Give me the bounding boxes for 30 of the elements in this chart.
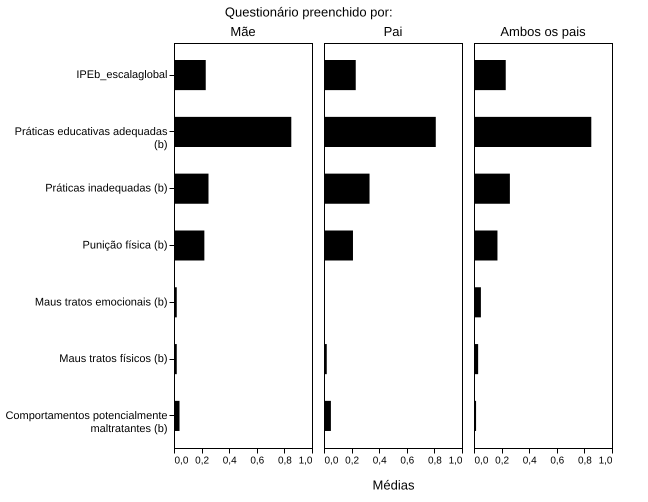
- x-tick-label: 0,2: [345, 456, 360, 466]
- x-tick-label: 1,0: [448, 456, 463, 466]
- y-tick-label: Comportamentos potencialmente maltratantes (b): [5, 410, 168, 435]
- x-tick-label: 0,6: [550, 456, 565, 466]
- y-tick-label: Maus tratos físicos (b): [59, 353, 168, 366]
- y-tick-label: Maus tratos emocionais (b): [34, 296, 168, 308]
- y-tick-label: Práticas educativas adequadas (b): [14, 126, 168, 151]
- chart-title: Pai: [384, 24, 402, 39]
- x-tick-label: 0,4: [372, 456, 388, 466]
- x-tick-label: 1,0: [598, 456, 613, 466]
- x-tick-label: 0,2: [495, 456, 510, 466]
- x-tick-label: 1,0: [298, 456, 313, 466]
- x-tick-label: 0,0: [174, 456, 189, 466]
- chart-title: Mãe: [230, 24, 256, 39]
- chart-title: Ambos os pais: [500, 24, 586, 39]
- x-tick-label: 0,8: [578, 456, 592, 466]
- y-tick-label: Práticas inadequadas (b): [45, 182, 168, 195]
- x-axis-title: Médias: [372, 478, 415, 492]
- y-tick-label: IPEb_escalaglobal: [76, 69, 168, 82]
- x-tick-label: 0,4: [222, 456, 238, 466]
- x-tick-label: 0,4: [522, 456, 538, 466]
- x-tick-label: 0,2: [195, 456, 210, 466]
- text: Questionário preenchido por:: [224, 4, 393, 20]
- x-tick-label: 0,8: [278, 456, 292, 466]
- x-tick-label: 0,8: [428, 456, 442, 466]
- y-tick-label: Punição física (b): [82, 240, 168, 252]
- x-tick-label: 0,0: [474, 456, 489, 466]
- x-tick-label: 0,0: [324, 456, 339, 466]
- x-tick-label: 0,6: [250, 456, 265, 466]
- x-tick-label: 0,6: [400, 456, 415, 466]
